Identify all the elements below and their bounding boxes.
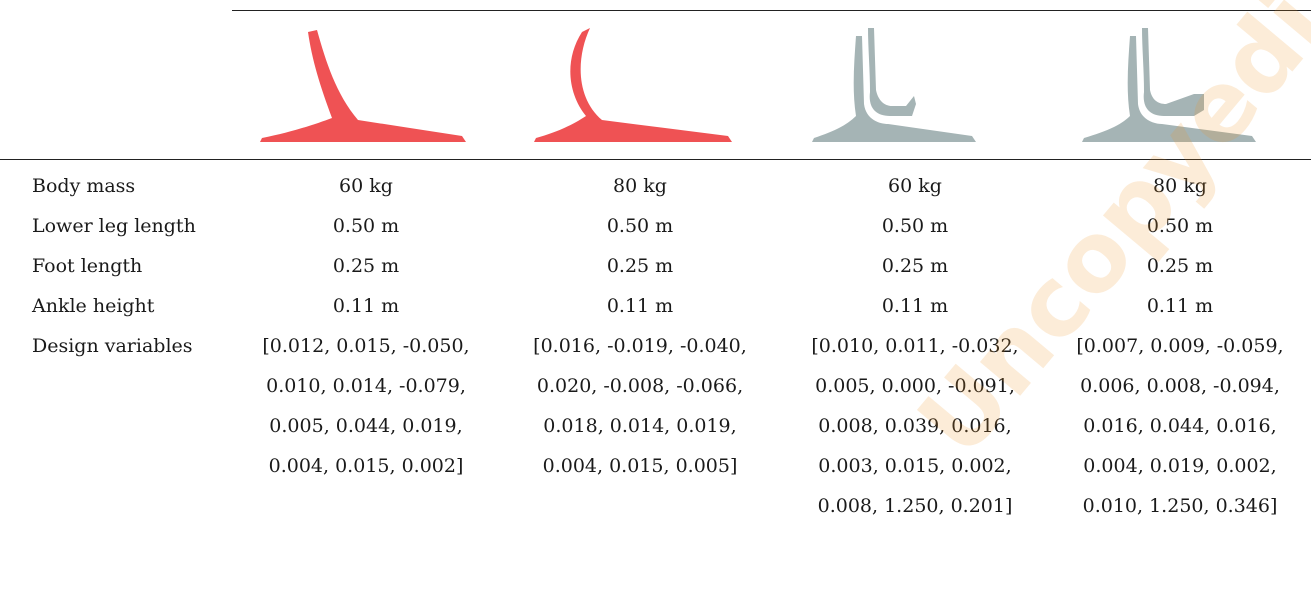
table-row-ankle-height: Ankle height 0.11 m 0.11 m 0.11 m 0.11 m [0,286,1311,326]
table-cell: 0.008, 1.250, 0.201] [817,495,1013,517]
table-cell: 0.018, 0.014, 0.019, [543,415,737,437]
design-variables-line-4: 0.004, 0.015, 0.002] 0.004, 0.015, 0.005… [0,446,1311,486]
table-cell: 0.010, 1.250, 0.346] [1082,495,1278,517]
table-cell: [0.012, 0.015, -0.050, [262,335,470,357]
blade-shape-inner [1142,28,1204,116]
design-variables-line-1: [0.012, 0.015, -0.050, [0.016, -0.019, -… [0,326,1311,366]
blade-shape-outer [812,36,976,142]
table-cell: 0.004, 0.015, 0.002] [268,455,464,477]
table-row-design-variables: Design variables [0,326,1311,366]
blade-shape [260,30,466,142]
table-cell: 0.008, 0.039, 0.016, [818,415,1012,437]
table-cell: 60 kg [339,175,393,197]
table-cell: 0.004, 0.015, 0.005] [542,455,738,477]
table-cell: 80 kg [613,175,667,197]
prosthesis-shape-1 [260,30,466,142]
table-cell: 0.020, -0.008, -0.066, [536,375,744,397]
row-label: Lower leg length [32,215,196,237]
table-cell: 0.005, 0.000, -0.091, [815,375,1015,397]
table-cell: 0.50 m [881,215,949,237]
table-cell: 0.005, 0.044, 0.019, [269,415,463,437]
row-label: Body mass [32,175,136,197]
table-row-body-mass: Body mass 60 kg 80 kg 60 kg 80 kg [0,166,1311,206]
prosthesis-shape-3 [812,28,976,142]
prosthesis-shape-4 [1082,28,1256,142]
table-cell: [0.010, 0.011, -0.032, [811,335,1019,357]
table-cell: 0.11 m [1146,295,1214,317]
row-label: Ankle height [32,295,155,317]
table-cell: 0.25 m [881,255,949,277]
design-variables-line-5: 0.008, 1.250, 0.201] 0.010, 1.250, 0.346… [0,486,1311,526]
table-cell: 0.50 m [1146,215,1214,237]
table-cell: 0.004, 0.019, 0.002, [1083,455,1277,477]
row-label: Foot length [32,255,143,277]
table-cell: 80 kg [1153,175,1207,197]
design-variables-line-3: 0.005, 0.044, 0.019, 0.018, 0.014, 0.019… [0,406,1311,446]
table-cell: 0.11 m [606,295,674,317]
table-row-lower-leg-length: Lower leg length 0.50 m 0.50 m 0.50 m 0.… [0,206,1311,246]
table-header-rule [0,159,1311,160]
prosthesis-shape-2 [534,28,732,142]
table-cell: 0.010, 0.014, -0.079, [266,375,466,397]
table-cell: [0.007, 0.009, -0.059, [1076,335,1284,357]
table-top-rule [232,10,1311,11]
table-cell: 0.50 m [606,215,674,237]
blade-shape [534,28,732,142]
table-cell: 0.25 m [606,255,674,277]
table-cell: 60 kg [888,175,942,197]
table-row-foot-length: Foot length 0.25 m 0.25 m 0.25 m 0.25 m [0,246,1311,286]
table-cell: 0.006, 0.008, -0.094, [1080,375,1280,397]
table-cell: 0.003, 0.015, 0.002, [818,455,1012,477]
row-label: Design variables [32,335,193,357]
table-cell: 0.11 m [881,295,949,317]
table-cell: 0.25 m [332,255,400,277]
blade-shape-outer [1082,36,1256,142]
table-cell: 0.50 m [332,215,400,237]
table-cell: 0.016, 0.044, 0.016, [1083,415,1277,437]
design-variables-line-2: 0.010, 0.014, -0.079, 0.020, -0.008, -0.… [0,366,1311,406]
table-cell: 0.25 m [1146,255,1214,277]
blade-shape-inner [868,28,916,116]
table-cell: 0.11 m [332,295,400,317]
table-cell: [0.016, -0.019, -0.040, [533,335,747,357]
